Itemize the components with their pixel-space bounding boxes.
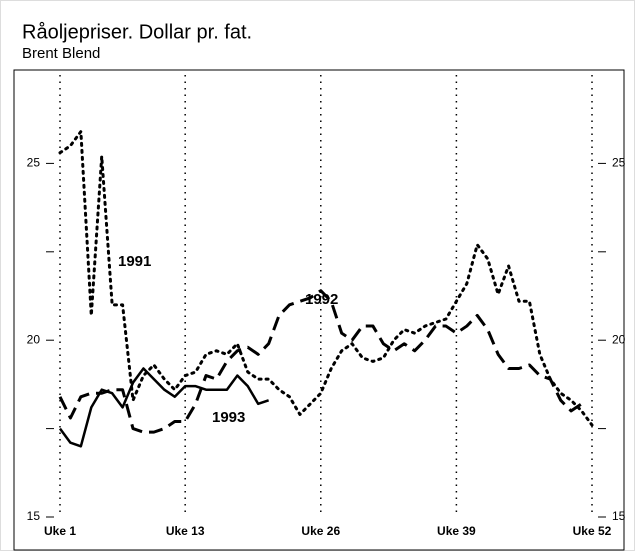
series-label: 1991: [118, 253, 151, 270]
series-line: [58, 130, 594, 427]
x-tick-label: Uke 26: [301, 524, 340, 538]
chart-title: Råoljepriser. Dollar pr. fat.: [22, 21, 252, 43]
series-label: 1993: [212, 409, 245, 426]
y2-tick-label: 20: [612, 332, 626, 346]
series-label: 1992: [305, 291, 338, 308]
y2-tick-label: 15: [612, 509, 626, 523]
chart-subtitle: Brent Blend: [22, 45, 100, 62]
y2-tick-label: 25: [612, 156, 626, 170]
y-tick-label: 20: [27, 332, 41, 346]
series-line: [58, 367, 270, 448]
y-tick-label: 25: [27, 156, 41, 170]
y-tick-label: 15: [27, 509, 41, 523]
x-tick-label: Uke 13: [166, 524, 205, 538]
frame: [13, 69, 625, 551]
x-tick-label: Uke 52: [573, 524, 612, 538]
series-line: [58, 289, 583, 434]
x-tick-label: Uke 39: [437, 524, 476, 538]
x-tick-label: Uke 1: [44, 524, 76, 538]
